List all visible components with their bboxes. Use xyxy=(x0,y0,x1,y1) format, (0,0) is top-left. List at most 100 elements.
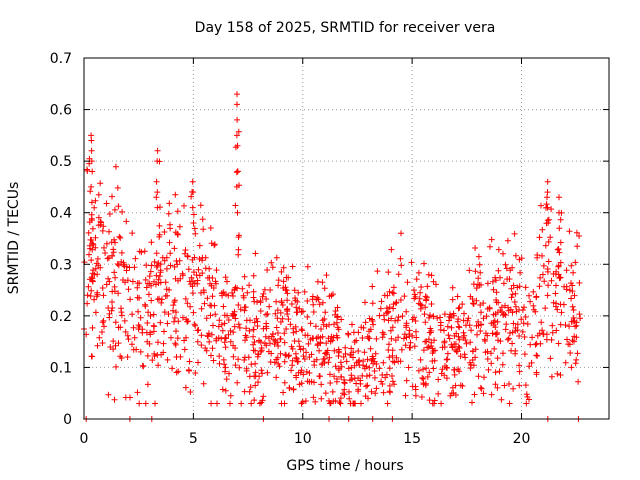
data-point xyxy=(283,326,290,332)
data-point xyxy=(199,216,206,223)
data-point xyxy=(273,254,280,261)
data-point xyxy=(186,367,192,374)
data-point xyxy=(469,399,475,406)
data-point xyxy=(541,278,548,285)
data-point xyxy=(415,269,422,276)
data-point xyxy=(397,297,404,303)
data-point xyxy=(528,359,535,366)
data-point xyxy=(477,269,484,276)
data-point xyxy=(503,321,510,328)
data-point xyxy=(142,276,149,283)
data-point xyxy=(236,324,243,331)
data-point xyxy=(181,337,188,344)
data-point xyxy=(139,362,146,369)
data-point xyxy=(533,340,540,347)
data-point xyxy=(230,353,237,360)
data-point xyxy=(557,216,564,223)
data-point xyxy=(230,312,237,319)
data-point xyxy=(145,291,152,298)
data-point xyxy=(106,314,113,321)
data-point xyxy=(94,271,101,278)
data-point xyxy=(427,325,434,332)
data-point xyxy=(403,377,410,384)
data-point xyxy=(510,320,517,327)
data-point xyxy=(455,343,462,350)
data-point xyxy=(568,280,574,287)
data-point xyxy=(341,386,348,393)
data-point xyxy=(285,274,292,281)
data-point xyxy=(304,298,311,304)
data-point xyxy=(325,335,332,342)
data-point xyxy=(115,203,122,210)
data-point xyxy=(293,304,300,311)
data-point xyxy=(536,234,543,241)
data-point xyxy=(345,365,352,372)
data-point xyxy=(112,319,119,326)
data-point xyxy=(502,326,509,333)
data-point xyxy=(448,390,455,397)
data-point xyxy=(194,338,201,345)
data-point xyxy=(131,264,138,271)
data-point xyxy=(241,307,248,314)
data-point xyxy=(227,400,233,407)
data-point xyxy=(284,290,291,297)
data-point xyxy=(439,344,446,351)
data-point xyxy=(446,335,453,342)
data-point xyxy=(365,395,371,402)
data-point xyxy=(155,260,162,266)
data-point xyxy=(275,277,282,284)
data-point xyxy=(110,346,117,353)
data-point xyxy=(300,308,306,315)
data-point xyxy=(356,362,363,368)
data-point xyxy=(161,328,167,335)
data-point xyxy=(421,260,427,267)
data-point xyxy=(416,295,423,302)
data-point xyxy=(267,340,273,347)
data-point xyxy=(234,116,241,123)
data-point xyxy=(103,281,110,288)
data-point xyxy=(194,327,201,334)
data-point xyxy=(275,360,282,367)
data-point xyxy=(451,332,458,339)
data-point xyxy=(570,314,577,321)
data-point xyxy=(142,303,149,310)
data-point xyxy=(457,382,464,389)
data-point xyxy=(235,246,242,253)
data-point xyxy=(334,324,341,331)
data-point xyxy=(191,225,198,232)
data-point xyxy=(327,371,333,378)
data-point xyxy=(144,381,151,388)
data-point xyxy=(191,321,198,328)
data-point xyxy=(558,209,565,216)
data-point xyxy=(135,322,142,329)
data-point xyxy=(441,372,448,379)
data-point xyxy=(211,241,218,248)
data-point xyxy=(125,336,132,343)
y-axis-title: SRMTID / TECUs xyxy=(6,182,22,295)
data-point xyxy=(189,178,196,185)
data-point xyxy=(411,314,417,321)
y-tick-label: 0.2 xyxy=(50,309,72,325)
data-point xyxy=(298,326,305,333)
data-point xyxy=(216,353,223,360)
data-point xyxy=(171,314,178,321)
data-point xyxy=(332,397,339,404)
data-point xyxy=(293,354,300,361)
data-point xyxy=(413,328,419,335)
data-point xyxy=(318,326,324,332)
data-point xyxy=(85,283,92,290)
data-point xyxy=(123,218,130,225)
data-point xyxy=(398,346,405,353)
data-point xyxy=(444,350,451,357)
data-point xyxy=(89,246,96,253)
y-tick-label: 0.7 xyxy=(50,51,72,67)
data-point xyxy=(226,370,232,377)
data-point xyxy=(295,369,302,376)
data-point xyxy=(566,323,573,330)
data-point xyxy=(182,247,189,253)
data-point xyxy=(177,353,184,360)
data-point xyxy=(165,311,172,317)
data-point xyxy=(413,276,420,283)
data-point xyxy=(188,193,195,200)
data-point xyxy=(236,182,242,189)
